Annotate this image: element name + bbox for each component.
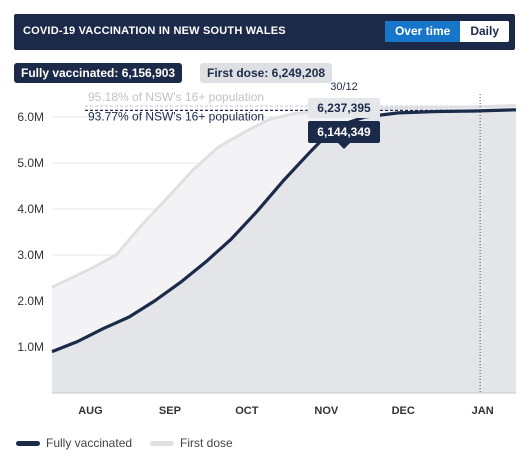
toggle-over-time-button[interactable]: Over time (384, 21, 461, 42)
legend-fully-vaccinated: Fully vaccinated (16, 436, 132, 450)
first-dose-reference-label: 95.18% of NSW's 16+ population (88, 90, 264, 104)
y-tick-label: 3.0M (17, 248, 44, 262)
tooltip-fully-vaccinated-box (308, 121, 380, 143)
tooltip-date: 30/12 (330, 81, 358, 93)
legend-first-dose: First dose (150, 436, 233, 450)
legend-swatch-fully-vaccinated (16, 440, 40, 446)
x-tick-label: DEC (392, 405, 415, 417)
legend-label-fully-vaccinated: Fully vaccinated (46, 436, 133, 450)
view-toggle: Over time Daily (384, 21, 509, 42)
y-tick-label: 6.0M (17, 110, 44, 124)
chart-header: COVID-19 VACCINATION IN NEW SOUTH WALES … (14, 14, 515, 50)
fully-vaccinated-badge: Fully vaccinated: 6,156,903 (14, 63, 183, 83)
fully-vaccinated-reference-label: 93.77% of NSW's 16+ population (88, 109, 264, 123)
fully-vaccinated-area (52, 109, 516, 394)
first-dose-line (51, 104, 517, 289)
x-tick-label: AUG (78, 405, 102, 417)
legend-label-first-dose: First dose (180, 436, 233, 450)
tooltip-first-dose-value: 6,237,395 (317, 101, 371, 115)
y-tick-label: 4.0M (17, 202, 44, 216)
x-tick-label: OCT (235, 405, 259, 417)
x-tick-label: JAN (472, 405, 494, 417)
tooltip-first-dose-box (308, 98, 380, 118)
tooltip-fully-vaccinated-value: 6,144,349 (317, 125, 371, 139)
fully-vaccinated-line (51, 108, 517, 354)
x-tick-label: SEP (159, 405, 181, 417)
toggle-daily-button[interactable]: Daily (460, 21, 509, 42)
legend-swatch-first-dose (150, 440, 174, 446)
y-tick-label: 1.0M (17, 340, 44, 354)
y-tick-label: 5.0M (17, 156, 44, 170)
chart-title: COVID-19 VACCINATION IN NEW SOUTH WALES (23, 25, 286, 37)
first-dose-badge: First dose: 6,249,208 (200, 63, 333, 83)
x-tick-label: NOV (314, 405, 339, 417)
y-tick-label: 2.0M (17, 294, 44, 308)
tooltip-pointer (338, 143, 350, 149)
